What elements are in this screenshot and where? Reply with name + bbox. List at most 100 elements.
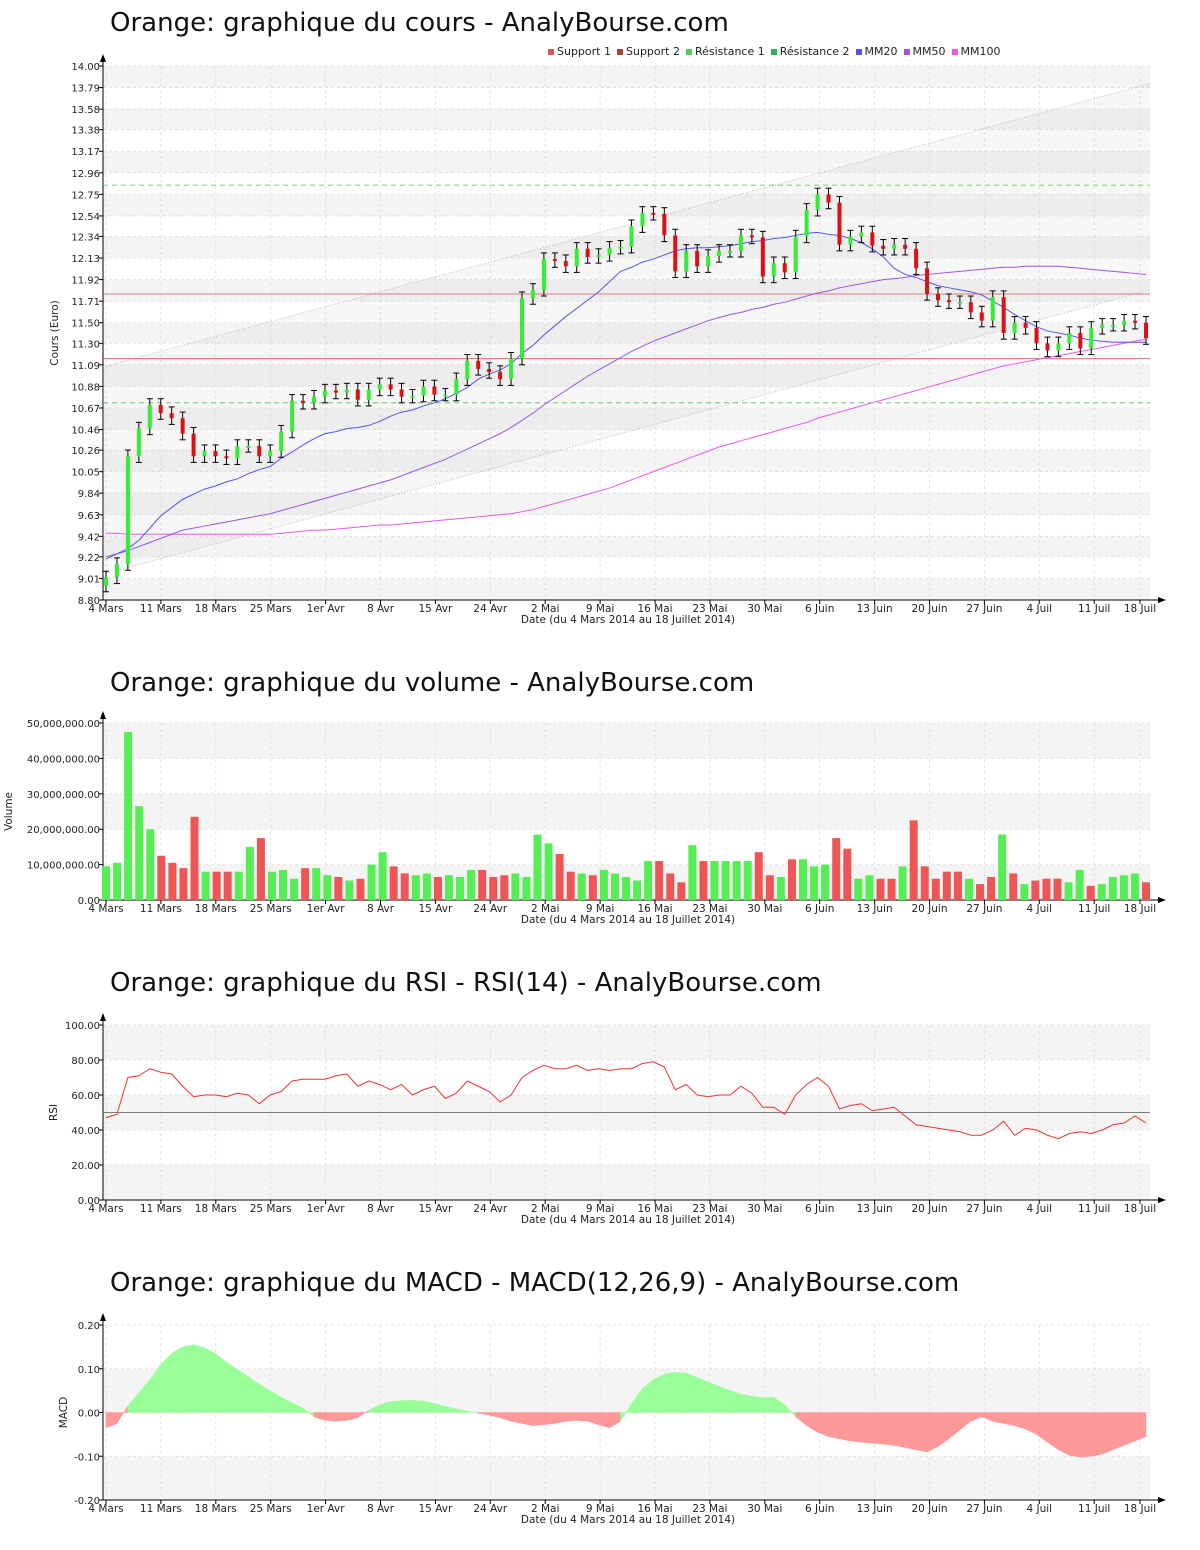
volume-bar: [533, 834, 542, 900]
macd-area-segment: [532, 1412, 545, 1426]
plot-band: [103, 322, 1150, 344]
candle-body: [640, 212, 645, 227]
y-tick-label: 10.67: [71, 404, 100, 415]
y-tick-label: 30,000,000.00: [27, 790, 100, 801]
x-tick-label: 8 Avr: [367, 1503, 395, 1515]
x-axis-title: Date (du 4 Mars 2014 au 18 Juillet 2014): [521, 914, 735, 926]
y-axis-title: RSI: [48, 1104, 60, 1121]
volume-bar: [323, 875, 332, 900]
macd-area-segment: [510, 1412, 523, 1424]
macd-area-segment: [335, 1412, 348, 1422]
candle-body: [1111, 324, 1116, 327]
candle-body: [1100, 324, 1105, 328]
candle-body: [191, 433, 196, 457]
volume-bar: [1086, 885, 1095, 900]
x-tick-label: 4 Mars: [88, 603, 123, 615]
candle-body: [848, 236, 853, 245]
x-tick-label: 18 Juil: [1124, 603, 1156, 615]
x-tick-label: 18 Mars: [195, 1203, 237, 1215]
volume-bar: [644, 861, 653, 900]
y-tick-label: 10.88: [71, 382, 100, 393]
macd-area-segment: [872, 1412, 884, 1445]
x-tick-label: 18 Juil: [1124, 1503, 1156, 1515]
volume-bar: [345, 880, 354, 900]
x-tick-label: 11 Mars: [140, 903, 182, 915]
volume-bar: [710, 861, 719, 900]
volume-bar: [267, 871, 276, 900]
y-tick-label: 40.00: [71, 1126, 100, 1137]
volume-bar: [478, 869, 487, 900]
y-tick-label: 50,000,000.00: [27, 719, 100, 730]
macd-area-segment: [1091, 1412, 1103, 1457]
price-chart-svg: 8.80 9.01 9.22 9.42 9.63 9.84 10.05 10.26 10.46 1…: [49, 54, 1166, 626]
volume-bar: [433, 876, 442, 900]
x-tick-label: 4 Juil: [1026, 903, 1052, 915]
x-tick-label: 13 Juin: [857, 1503, 893, 1515]
candle-body: [158, 404, 163, 414]
macd-area-segment: [762, 1396, 775, 1413]
y-axis-title: MACD: [58, 1397, 70, 1428]
x-tick-label: 20 Juin: [911, 1203, 947, 1215]
macd-area-segment: [718, 1385, 731, 1413]
candle-body: [355, 389, 360, 400]
x-tick-label: 15 Avr: [419, 903, 453, 915]
macd-area-segment: [1123, 1412, 1136, 1446]
volume-bar: [301, 868, 310, 900]
legend-item-support-1: Support 1: [548, 45, 611, 58]
mm100-line: [106, 338, 1147, 535]
volume-bar: [456, 876, 465, 900]
candle-body: [1144, 322, 1148, 339]
x-tick-label: 15 Avr: [419, 1203, 453, 1215]
volume-bar: [1064, 882, 1073, 900]
candle-body: [1067, 333, 1072, 344]
volume-bar: [633, 880, 642, 900]
macd-area-segment: [215, 1352, 227, 1413]
x-tick-label: 23 Mai: [692, 1203, 727, 1215]
volume-bar: [599, 869, 608, 900]
volume-bar: [655, 861, 664, 900]
mm20-line: [105, 231, 1146, 560]
volume-bar: [124, 731, 133, 900]
x-tick-label: 30 Mai: [747, 903, 782, 915]
volume-bar: [699, 861, 708, 900]
x-tick-label: 15 Avr: [419, 1503, 453, 1515]
x-tick-label: 1er Avr: [307, 903, 346, 915]
candle-body: [1012, 322, 1017, 333]
x-tick-label: 20 Juin: [911, 1503, 947, 1515]
y-tick-label: 12.34: [71, 232, 100, 243]
plot-band: [103, 450, 1150, 472]
candle-body: [695, 250, 700, 267]
macd-area-segment: [839, 1412, 851, 1442]
candle-body: [771, 263, 776, 277]
candle-body: [1056, 343, 1061, 351]
plot-band: [103, 279, 1150, 302]
volume-bar: [190, 816, 199, 900]
y-tick-label: 14.00: [71, 62, 100, 73]
candle-body: [968, 302, 973, 313]
candle-body: [333, 390, 338, 393]
x-tick-label: 27 Juin: [966, 1203, 1002, 1215]
volume-bar: [776, 876, 785, 900]
candle-body: [979, 312, 984, 321]
macd-area-segment: [193, 1344, 205, 1413]
legend-item-mm50: MM50: [903, 45, 946, 58]
rsi-line: [105, 1061, 1147, 1140]
mm50-line: [105, 265, 1147, 558]
plot-band: [103, 429, 1150, 451]
x-tick-label: 11 Mars: [140, 1503, 182, 1515]
x-tick-label: 13 Juin: [857, 903, 893, 915]
volume-bar: [179, 868, 188, 900]
macd-area-segment: [401, 1399, 413, 1413]
volume-bar: [976, 884, 985, 900]
y-axis-arrow: [100, 1013, 106, 1021]
candle-body: [596, 254, 601, 258]
volume-bar: [489, 876, 498, 900]
y-tick-label: 12.96: [71, 169, 100, 180]
plot-band: [103, 1456, 1150, 1500]
candle-body: [476, 360, 481, 369]
candle-body: [925, 268, 930, 294]
legend-item-support-2: Support 2: [616, 45, 680, 58]
y-axis-title: Cours (Euro): [49, 300, 61, 366]
candle-body: [520, 298, 524, 359]
volume-bar: [876, 878, 885, 900]
